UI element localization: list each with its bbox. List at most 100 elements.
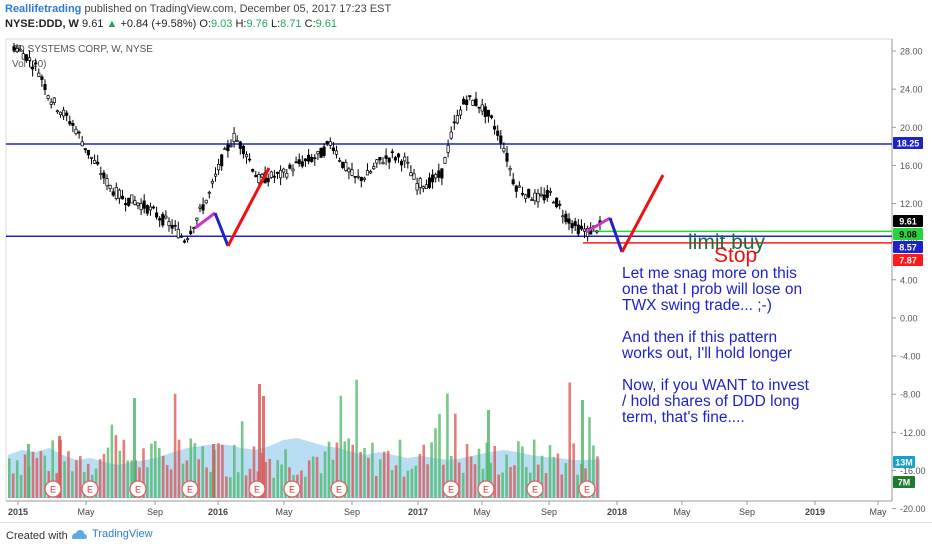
candle-body <box>49 101 53 105</box>
candle-body <box>186 238 190 241</box>
candle-body <box>477 106 481 109</box>
open-value: 9.03 <box>210 18 233 30</box>
volume-axis-badge <box>893 456 915 468</box>
earnings-marker[interactable] <box>477 480 495 498</box>
volume-bar <box>501 472 504 498</box>
volume-axis-badge-text: 13M <box>895 458 913 468</box>
note-text-line: term, that's fine.... <box>622 409 745 426</box>
earnings-marker[interactable] <box>526 480 544 498</box>
footer: Created with TradingView <box>0 522 932 551</box>
earnings-marker[interactable] <box>44 480 62 498</box>
volume-bar <box>221 444 224 498</box>
candle-body <box>55 110 59 113</box>
candle-body <box>244 154 249 158</box>
candle-body <box>27 57 32 61</box>
y-tick-label: 28.00 <box>900 47 923 57</box>
earnings-marker-label: E <box>289 485 295 495</box>
candle-body <box>164 215 168 219</box>
volume-bar <box>560 474 564 498</box>
candle-body <box>151 206 156 209</box>
candle-body <box>251 169 255 172</box>
pattern-stroke-red <box>226 167 271 247</box>
candle-body <box>108 184 112 189</box>
candle-body <box>189 230 193 235</box>
price-axis-badge-text: 8.57 <box>899 243 917 253</box>
volume-bar <box>572 443 575 498</box>
candle-body <box>462 98 466 105</box>
candle-body <box>530 199 534 201</box>
volume-bar <box>422 444 425 498</box>
candle-body <box>595 230 599 233</box>
volume-bar <box>406 470 410 498</box>
candle-body <box>201 204 205 211</box>
candle-body <box>489 115 494 118</box>
candle-body <box>427 177 432 188</box>
candle-body <box>52 97 56 103</box>
candle-body <box>338 160 342 162</box>
earnings-marker[interactable] <box>181 480 199 498</box>
price-chart[interactable]: 28.0024.0020.0016.0012.008.004.000.00-4.… <box>0 0 932 522</box>
volume-bar <box>181 463 185 498</box>
earnings-marker[interactable] <box>248 480 266 498</box>
note-text-line: Let me snag more on this <box>622 265 797 282</box>
candle-body <box>471 99 475 106</box>
candle-body <box>192 227 196 229</box>
volume-bar <box>532 439 536 498</box>
candle-body <box>555 197 559 208</box>
price-axis-badge <box>893 137 923 149</box>
earnings-marker[interactable] <box>578 480 596 498</box>
plot-area[interactable] <box>5 38 893 502</box>
earnings-marker[interactable] <box>81 480 99 498</box>
volume-bar <box>414 465 418 498</box>
candle-body <box>480 104 484 112</box>
volume-bar <box>39 451 43 498</box>
publish-info: published on TradingView.com, December 0… <box>81 3 392 15</box>
volume-bar <box>130 460 133 498</box>
candle-body <box>443 157 447 164</box>
earnings-marker[interactable] <box>283 480 301 498</box>
candle-body <box>446 145 450 153</box>
volume-bar <box>521 446 524 498</box>
candle-body <box>440 168 444 179</box>
candle-body <box>387 157 391 163</box>
volume-bar <box>161 455 165 498</box>
earnings-marker[interactable] <box>129 480 147 498</box>
candle-body <box>331 147 335 151</box>
volume-bar <box>51 440 54 498</box>
projection-stroke-blue <box>608 217 624 253</box>
volume-bar <box>339 395 343 498</box>
volume-bar <box>375 475 378 498</box>
x-tick-label: May <box>275 507 293 517</box>
volume-bar <box>225 476 228 498</box>
candle-body <box>452 121 456 124</box>
volume-bar <box>465 444 469 498</box>
candle-body <box>232 132 236 142</box>
candle-body <box>291 168 295 172</box>
earnings-marker[interactable] <box>330 480 348 498</box>
earnings-marker[interactable] <box>442 480 460 498</box>
publish-header: Reallifetrading published on TradingView… <box>5 3 391 15</box>
volume-bar <box>212 444 215 498</box>
candle-body <box>505 152 509 162</box>
earnings-marker-label: E <box>448 485 454 495</box>
volume-bar <box>485 442 489 498</box>
volume-bar <box>75 460 78 498</box>
candle-body <box>424 184 428 189</box>
price-change: +0.84 (+9.58%) <box>120 18 197 30</box>
volume-bar <box>552 456 556 498</box>
author-link[interactable]: Reallifetrading <box>5 3 82 15</box>
candle-body <box>341 161 345 168</box>
candle-body <box>58 111 63 116</box>
tradingview-logo-link[interactable]: TradingView <box>70 528 153 540</box>
candle-body <box>300 161 304 167</box>
candle-body <box>80 141 84 147</box>
volume-bar <box>217 443 220 498</box>
candle-body <box>111 191 115 196</box>
volume-bar <box>43 455 47 498</box>
volume-bar <box>434 428 437 498</box>
volume-bar <box>556 453 560 498</box>
volume-bar <box>540 455 544 498</box>
volume-bar <box>110 424 114 498</box>
volume-bar <box>568 382 571 498</box>
x-tick-label: May <box>473 507 491 517</box>
